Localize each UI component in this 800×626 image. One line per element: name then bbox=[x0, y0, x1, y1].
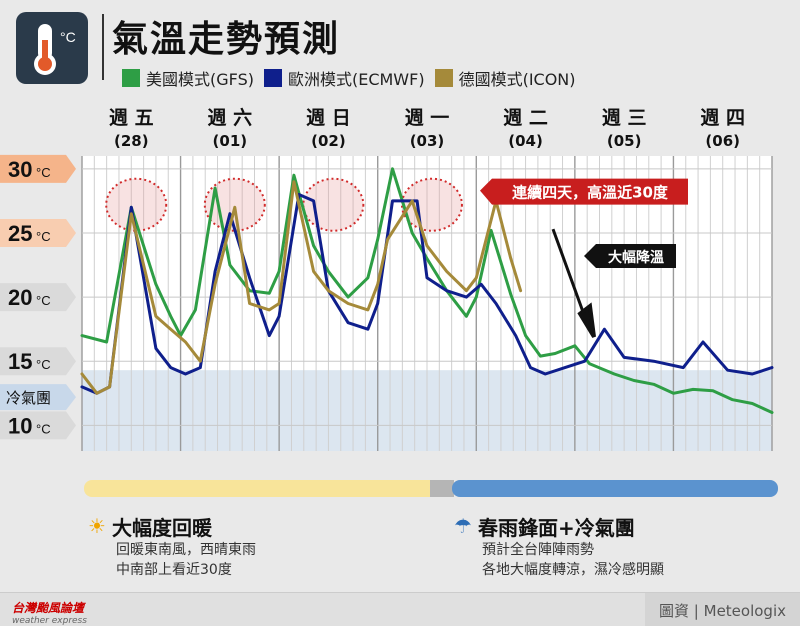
phase-cold-title: 春雨鋒面+冷氣團 bbox=[478, 516, 635, 540]
thermometer-icon: °C bbox=[34, 24, 76, 75]
legend-item-ecmwf: 歐洲模式(ECMWF) bbox=[263, 66, 425, 90]
cold-air-label: 冷氣團 bbox=[6, 389, 51, 407]
ytick-unit: °C bbox=[36, 165, 51, 180]
brand-logo: 台灣颱風論壇 weather express bbox=[12, 599, 87, 626]
legend: 美國模式(GFS) 歐洲模式(ECMWF) 德國模式(ICON) bbox=[122, 66, 576, 90]
ytick-unit: °C bbox=[36, 357, 51, 372]
phase-warm-line-2: 中南部上看近30度 bbox=[116, 562, 232, 578]
phase-notes: ☀ 大幅度回暖 回暖東南風，西晴東雨 中南部上看近30度 ☂ 春雨鋒面+冷氣團 … bbox=[0, 508, 800, 592]
page-title: 氣溫走勢預測 bbox=[112, 19, 341, 60]
ytick-unit: °C bbox=[36, 421, 51, 436]
legend-swatch-icon bbox=[434, 69, 453, 87]
day-date: (05) bbox=[607, 132, 642, 150]
callout-warm-box bbox=[480, 178, 688, 205]
phase-warm-title: 大幅度回暖 bbox=[112, 516, 212, 540]
day-date: (28) bbox=[114, 132, 149, 150]
footer: 台灣颱風論壇 weather express 圖資 | Meteologix bbox=[0, 592, 800, 626]
ytick-pennant bbox=[0, 218, 76, 247]
legend-label-gfs: 美國模式(GFS) bbox=[146, 70, 254, 89]
day-name: 週 五 bbox=[109, 107, 154, 129]
day-name: 週 一 bbox=[405, 107, 450, 129]
ytick-pennant bbox=[0, 154, 76, 183]
phase-bar-gap bbox=[430, 480, 454, 497]
ytick-label: 20 bbox=[8, 285, 32, 310]
umbrella-icon: ☂ bbox=[454, 514, 472, 538]
legend-swatch-gfs bbox=[122, 69, 140, 87]
series-line-gfs bbox=[80, 167, 774, 414]
ytick-unit: °C bbox=[36, 293, 51, 308]
svg-text:°C: °C bbox=[60, 29, 76, 45]
day-name: 週 六 bbox=[208, 106, 253, 129]
legend-item-gfs: 美國模式(GFS) bbox=[122, 66, 254, 90]
day-date: (02) bbox=[311, 132, 346, 150]
header-divider bbox=[102, 14, 104, 80]
header: °C 氣溫走勢預測 美國模式(GFS) 歐洲模式(ECMWF) 德國模式(ICO… bbox=[0, 0, 800, 96]
ytick-label: 25 bbox=[8, 221, 32, 246]
phase-cold-line-2: 各地大幅度轉涼，濕冷感明顯 bbox=[482, 562, 664, 578]
phase-warm-line-1: 回暖東南風，西晴東雨 bbox=[116, 542, 256, 558]
legend-label-ecmwf: 歐洲模式(ECMWF) bbox=[287, 70, 425, 89]
day-name: 週 二 bbox=[503, 107, 548, 129]
ytick-label: 30 bbox=[8, 157, 32, 182]
day-date: (03) bbox=[410, 132, 445, 150]
phase-bar-warm bbox=[84, 480, 442, 497]
day-date: (04) bbox=[508, 132, 543, 150]
day-date: (06) bbox=[705, 132, 740, 150]
cooling-arrow-head bbox=[577, 302, 596, 338]
ytick-pennant bbox=[0, 283, 76, 312]
day-name: 週 日 bbox=[306, 107, 351, 129]
ytick-pennant bbox=[0, 411, 76, 440]
phase-bar-cold bbox=[452, 480, 778, 497]
ytick-label: 10 bbox=[8, 413, 32, 438]
day-name: 週 三 bbox=[602, 107, 647, 129]
cold-air-pennant bbox=[0, 384, 76, 411]
peak-highlight bbox=[105, 177, 168, 232]
series-line-ecmwf bbox=[80, 193, 774, 395]
callout-cool-text: 大幅降溫 bbox=[608, 249, 664, 266]
source-credit: 圖資 | Meteologix bbox=[645, 593, 800, 626]
phase-cold-line-1: 預計全台陣陣雨勢 bbox=[482, 542, 594, 558]
sun-icon: ☀ bbox=[88, 514, 106, 538]
day-date: (01) bbox=[213, 132, 248, 150]
brand-sub: weather express bbox=[12, 616, 87, 626]
day-name: 週 四 bbox=[700, 107, 745, 129]
callout-warm-text: 連續四天，高溫近30度 bbox=[512, 184, 669, 202]
legend-item-icon: 德國模式(ICON) bbox=[434, 66, 576, 90]
cooling-arrow-shaft bbox=[551, 228, 588, 321]
ytick-unit: °C bbox=[36, 229, 51, 244]
temperature-chart: 30 °C 25 °C 20 °C 15 °C 10 °C 冷氣團 週 五 (28) 週 六 (01) 週 日… bbox=[0, 106, 778, 497]
callout-cool-box bbox=[584, 244, 676, 269]
legend-label-icon: 德國模式(ICON) bbox=[458, 70, 576, 89]
brand-name: 台灣颱風論壇 bbox=[12, 601, 85, 615]
legend-swatch-ecmwf bbox=[263, 69, 282, 87]
peak-highlight bbox=[302, 177, 365, 232]
ytick-label: 15 bbox=[8, 349, 32, 374]
thermometer-logo: °C bbox=[16, 12, 88, 84]
series-line-icon bbox=[80, 180, 523, 395]
ytick-pennant bbox=[0, 347, 76, 376]
